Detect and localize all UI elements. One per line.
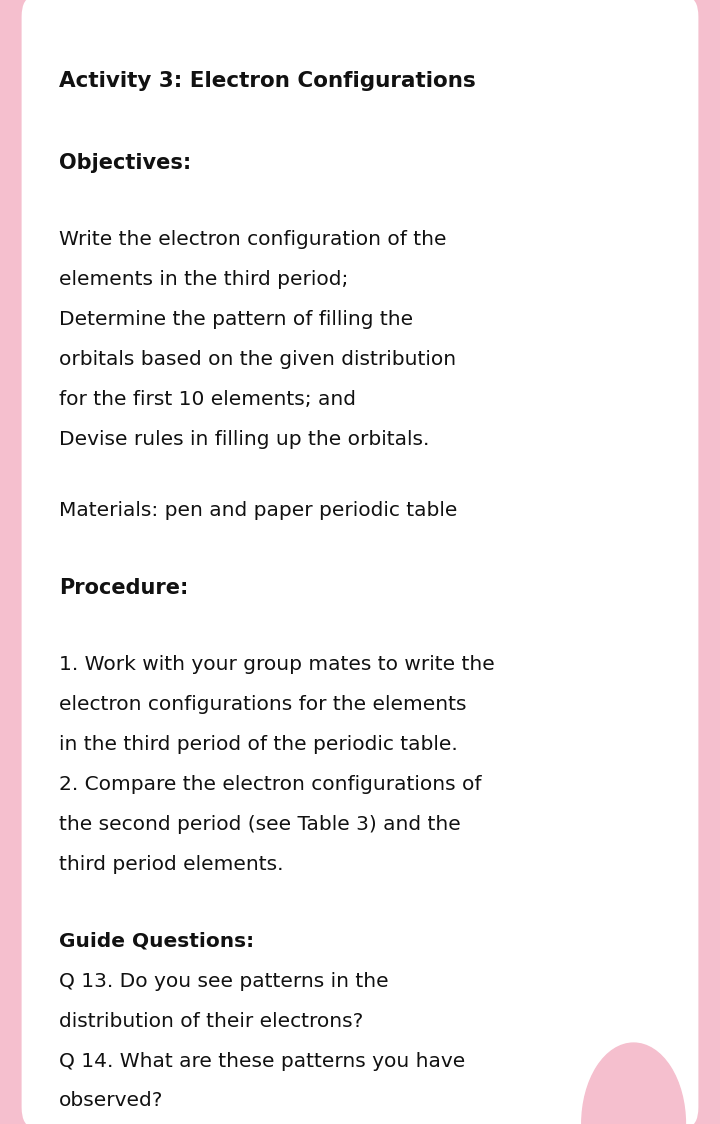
Text: third period elements.: third period elements. (59, 854, 284, 873)
Text: Q 13. Do you see patterns in the: Q 13. Do you see patterns in the (59, 971, 389, 990)
Text: Guide Questions:: Guide Questions: (59, 932, 254, 951)
Text: Materials: pen and paper periodic table: Materials: pen and paper periodic table (59, 501, 457, 520)
Text: Activity 3: Electron Configurations: Activity 3: Electron Configurations (59, 71, 476, 91)
Text: Devise rules in filling up the orbitals.: Devise rules in filling up the orbitals. (59, 429, 429, 448)
Text: the second period (see Table 3) and the: the second period (see Table 3) and the (59, 815, 461, 834)
Text: distribution of their electrons?: distribution of their electrons? (59, 1012, 364, 1031)
FancyBboxPatch shape (22, 0, 698, 1124)
Circle shape (582, 1043, 685, 1124)
Text: Q 14. What are these patterns you have: Q 14. What are these patterns you have (59, 1051, 465, 1070)
Text: Procedure:: Procedure: (59, 578, 189, 598)
Text: elements in the third period;: elements in the third period; (59, 271, 348, 289)
Text: Objectives:: Objectives: (59, 154, 192, 173)
Text: 1. Work with your group mates to write the: 1. Work with your group mates to write t… (59, 655, 495, 674)
Text: orbitals based on the given distribution: orbitals based on the given distribution (59, 351, 456, 369)
Text: observed?: observed? (59, 1091, 163, 1111)
Text: for the first 10 elements; and: for the first 10 elements; and (59, 390, 356, 409)
Text: Determine the pattern of filling the: Determine the pattern of filling the (59, 310, 413, 329)
Text: electron configurations for the elements: electron configurations for the elements (59, 695, 467, 714)
Text: Write the electron configuration of the: Write the electron configuration of the (59, 230, 446, 250)
Text: 2. Compare the electron configurations of: 2. Compare the electron configurations o… (59, 774, 482, 794)
Text: in the third period of the periodic table.: in the third period of the periodic tabl… (59, 735, 458, 754)
